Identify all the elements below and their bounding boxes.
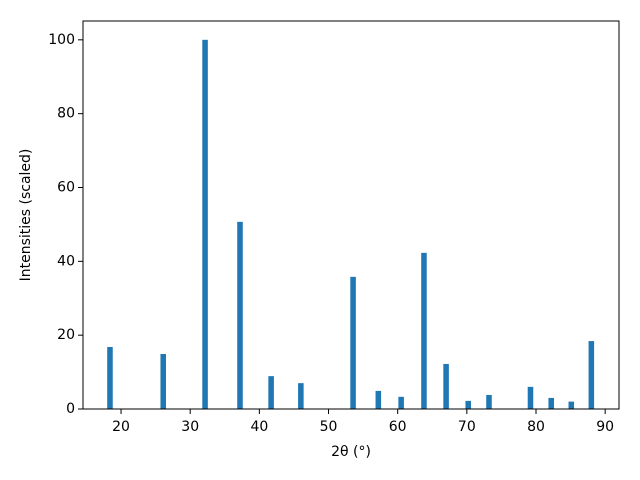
x-tick-label: 20	[112, 419, 130, 435]
bar	[398, 396, 404, 409]
y-tick-label: 40	[57, 253, 75, 269]
plot-frame	[82, 20, 620, 410]
bar	[465, 400, 471, 409]
bar	[568, 401, 575, 409]
x-tick-label: 40	[250, 419, 268, 435]
y-tick-label: 60	[57, 179, 75, 195]
bar	[443, 363, 449, 409]
x-tick-label: 60	[389, 419, 407, 435]
y-tick-label: 80	[57, 106, 75, 122]
bar	[588, 341, 595, 409]
bar	[548, 397, 554, 409]
bar	[421, 252, 427, 409]
x-tick-label: 50	[320, 419, 338, 435]
bar	[527, 386, 534, 409]
y-tick-label: 100	[48, 32, 75, 48]
bar	[375, 390, 382, 409]
bar	[298, 383, 304, 409]
bar	[350, 276, 356, 409]
bar	[268, 376, 274, 409]
x-tick-label: 90	[596, 419, 614, 435]
x-tick-label: 30	[181, 419, 199, 435]
y-axis-label: Intensities (scaled)	[18, 149, 34, 282]
x-tick-label: 70	[458, 419, 476, 435]
bar	[160, 353, 166, 409]
y-tick-label: 0	[66, 401, 75, 417]
bar	[107, 346, 113, 409]
y-tick-label: 20	[57, 327, 75, 343]
bar	[202, 39, 208, 409]
x-axis-label: 2θ (°)	[331, 444, 371, 460]
bar	[237, 221, 243, 409]
x-tick-label: 80	[527, 419, 545, 435]
bar	[486, 394, 492, 409]
